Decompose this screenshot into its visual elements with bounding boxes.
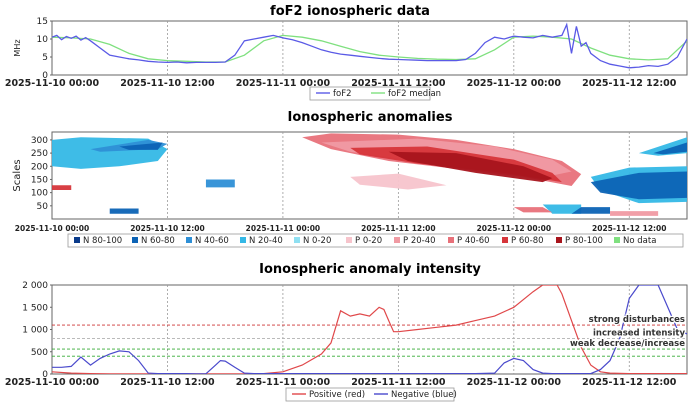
y-axis-label: MHz (13, 39, 22, 56)
anomaly-region (590, 171, 687, 200)
y-tick-label: 1 000 (22, 326, 48, 336)
x-tick-label: 2025-11-11 12:00 (361, 224, 435, 233)
plot-area (51, 20, 688, 76)
y-tick-label: 2 000 (22, 281, 48, 291)
y-axis-label: Scales (12, 159, 23, 191)
x-tick-label: 2025-11-10 12:00 (120, 377, 215, 388)
anomaly-region (542, 204, 582, 214)
chart-title: foF2 ionospheric data (270, 4, 430, 19)
legend-box (67, 233, 684, 248)
legend-swatch (186, 237, 192, 243)
y-tick-label: 200 (31, 162, 48, 172)
legend-label: foF2 median (388, 89, 441, 99)
legend-label: P 60-80 (511, 236, 544, 246)
legend-swatch (556, 237, 562, 243)
legend-label: N 40-60 (195, 236, 229, 246)
plot-area (51, 284, 688, 375)
legend-swatch (294, 237, 300, 243)
legend-label: N 60-80 (141, 236, 175, 246)
legend-swatch (240, 237, 246, 243)
chart-title: Ionospheric anomaly intensity (259, 262, 481, 277)
x-tick-label: 2025-11-11 00:00 (236, 78, 331, 89)
plot-content (52, 285, 687, 374)
y-tick-label: 0 (42, 71, 48, 81)
legend-label: P 20-40 (403, 236, 436, 246)
x-tick-label: 2025-11-12 00:00 (477, 224, 551, 233)
series-line-1 (52, 22, 687, 69)
legend-box (285, 387, 455, 402)
x-tick-label: 2025-11-12 00:00 (467, 377, 562, 388)
x-tick-label: 2025-11-11 00:00 (246, 224, 320, 233)
anomaly-region (513, 207, 553, 213)
anomaly-region (52, 185, 72, 190)
anomaly-region (571, 207, 611, 214)
legend-swatch (502, 237, 508, 243)
y-tick-label: 0 (42, 370, 48, 380)
legend-label: P 40-60 (457, 236, 490, 246)
x-tick-label: 2025-11-12 12:00 (592, 224, 666, 233)
anomaly-region (350, 173, 447, 190)
legend-swatch (614, 237, 620, 243)
plot-content (52, 22, 687, 69)
anomaly-region (109, 208, 139, 214)
legend-label: N 80-100 (83, 236, 122, 246)
y-tick-label: 50 (37, 202, 49, 212)
y-tick-label: 300 (31, 136, 48, 146)
anomaly-region (388, 151, 553, 183)
legend-box (309, 86, 431, 101)
panel-1: foF2 ionospheric data 2025-11-10 00:00 202… (5, 4, 688, 101)
legend-label: Positive (red) (309, 390, 365, 400)
x-tick-label: 2025-11-12 12:00 (582, 78, 677, 89)
anomaly-region (653, 142, 687, 155)
y-tick-label: 5 (42, 53, 48, 63)
legend-swatch (132, 237, 138, 243)
plot-content (52, 133, 687, 216)
legend-label: N 0-20 (303, 236, 331, 246)
y-tick-label: 500 (31, 348, 48, 358)
x-tick-label: 2025-11-10 12:00 (130, 224, 204, 233)
legend-swatch (394, 237, 400, 243)
y-tick-label: 10 (37, 35, 49, 45)
x-tick-label: 2025-11-11 00:00 (236, 377, 331, 388)
x-tick-label: 2025-11-11 12:00 (351, 377, 446, 388)
panel-2: Ionospheric anomalies 2025-11-10 00:00 202… (12, 110, 688, 248)
legend: foF2 foF2 median (309, 86, 441, 101)
x-tick-label: 2025-11-10 12:00 (120, 78, 215, 89)
y-tick-label: 100 (31, 189, 48, 199)
y-tick-label: 150 (31, 175, 48, 185)
legend-label: foF2 (333, 89, 352, 99)
threshold-label: weak decrease/increase (570, 339, 685, 349)
legend-swatch (74, 237, 80, 243)
y-tick-label: 15 (37, 17, 48, 27)
legend: Positive (red) Negative (blue) (285, 387, 457, 402)
anomaly-region (119, 142, 163, 150)
legend-label: N 20-40 (249, 236, 283, 246)
x-tick-label: 2025-11-10 00:00 (5, 377, 100, 388)
legend-label: No data (623, 236, 656, 246)
anomaly-region (205, 179, 235, 188)
x-tick-label: 2025-11-12 00:00 (467, 78, 562, 89)
legend-label: P 80-100 (565, 236, 603, 246)
legend-label: Negative (blue) (391, 390, 457, 400)
legend-swatch (448, 237, 454, 243)
legend-swatch (346, 237, 352, 243)
legend: N 80-100 N 60-80 N 40-60 N 20-40 N 0-20 P 0-2… (67, 233, 684, 248)
legend-label: P 0-20 (355, 236, 382, 246)
x-tick-label: 2025-11-11 12:00 (351, 78, 446, 89)
y-tick-label: 1 500 (22, 303, 48, 313)
x-tick-label: 2025-11-12 12:00 (582, 377, 677, 388)
panel-3: Ionospheric anomaly intensity 2025-11-10 … (5, 262, 688, 402)
x-tick-label: 2025-11-10 00:00 (5, 78, 100, 89)
y-tick-label: 250 (31, 149, 48, 159)
anomaly-region (610, 211, 659, 216)
x-tick-label: 2025-11-10 00:00 (15, 224, 89, 233)
threshold-label: increased intensity (593, 328, 685, 338)
chart-title: Ionospheric anomalies (288, 110, 453, 125)
series-line-2 (52, 285, 687, 374)
threshold-label: strong disturbances (589, 315, 685, 325)
